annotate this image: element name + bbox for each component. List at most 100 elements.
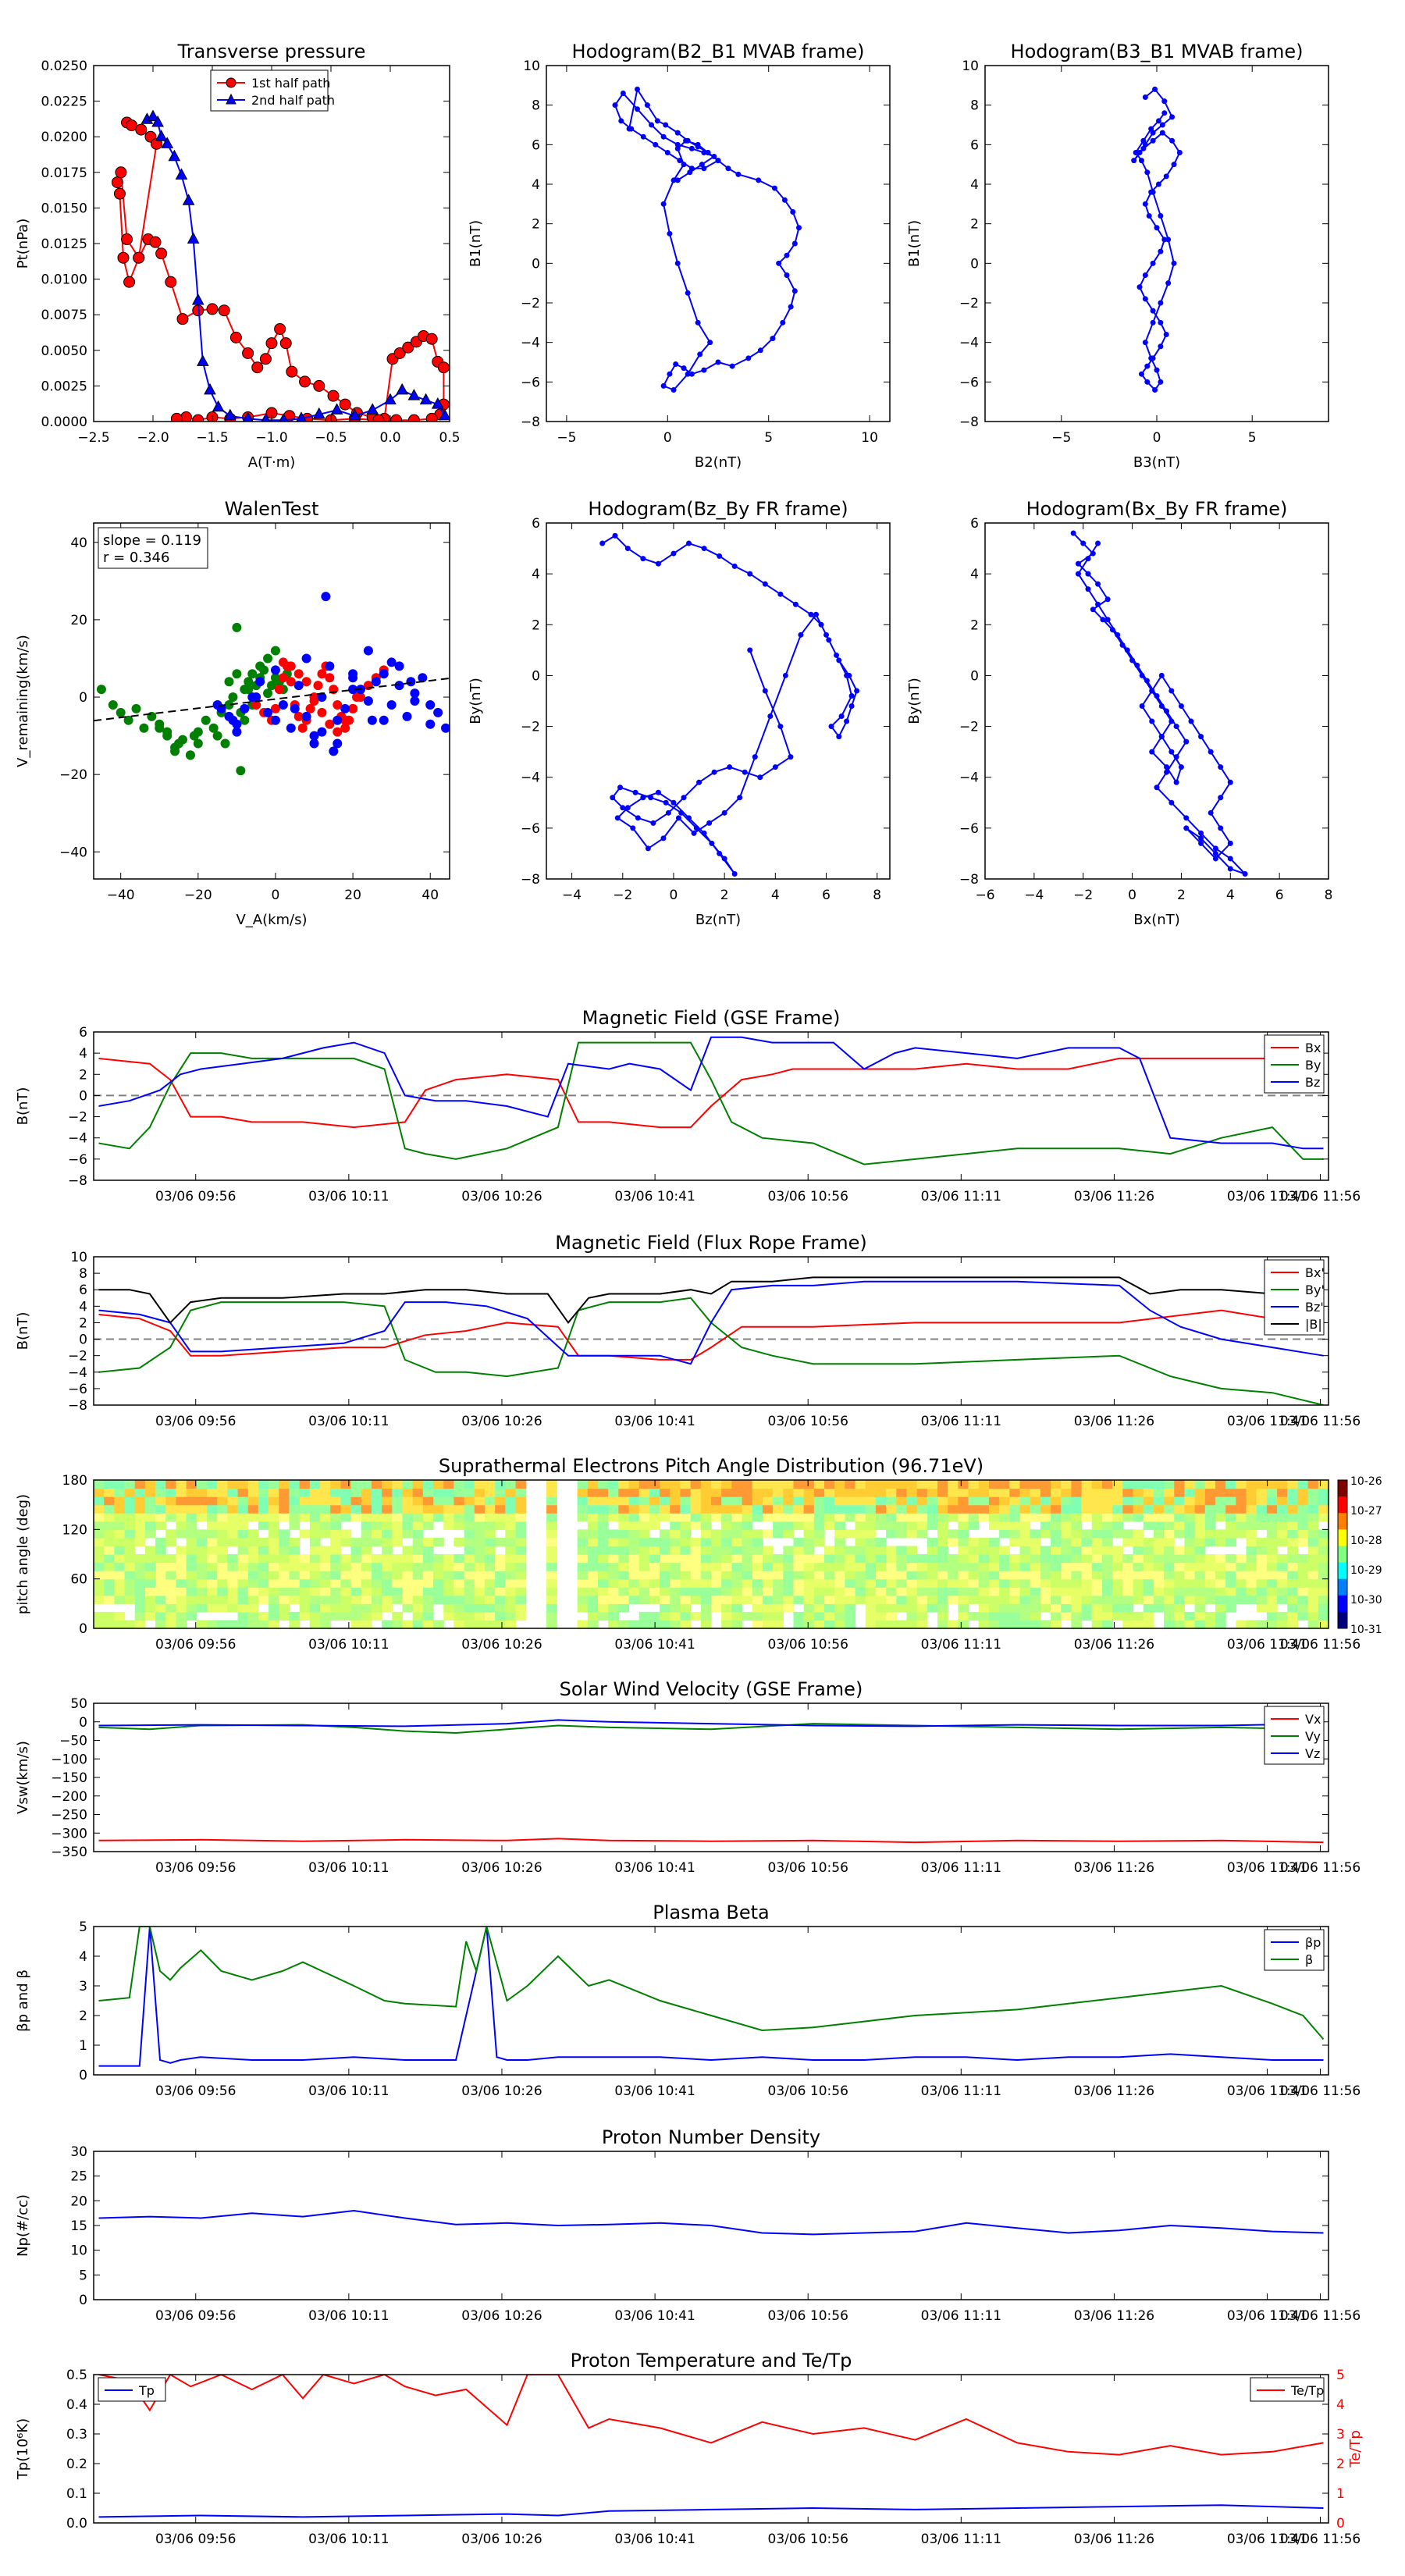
heatmap-cell [834, 1496, 845, 1506]
heatmap-cell [813, 1504, 825, 1514]
heatmap-cell [824, 1488, 835, 1497]
heatmap-cell [361, 1611, 372, 1621]
heatmap-cell [608, 1587, 619, 1596]
heatmap-cell [350, 1513, 362, 1522]
heatmap-cell [165, 1554, 177, 1564]
heatmap-cell [134, 1611, 146, 1621]
heatmap-cell [721, 1562, 732, 1571]
heatmap-cell [515, 1513, 527, 1522]
data-point [1159, 130, 1165, 136]
heatmap-cell [186, 1496, 197, 1506]
x-tick-label: 03/06 10:41 [614, 2083, 695, 2099]
heatmap-cell [700, 1611, 712, 1621]
heatmap-cell [690, 1488, 702, 1497]
heatmap-cell [484, 1603, 496, 1613]
data-point [168, 149, 181, 162]
heatmap-cell [340, 1513, 352, 1522]
heatmap-cell [104, 1571, 115, 1580]
y-tick-label: −2 [68, 1110, 87, 1126]
heatmap-cell [176, 1529, 187, 1539]
heatmap-cell [638, 1504, 650, 1514]
heatmap-cell [680, 1529, 692, 1539]
heatmap-cell [783, 1496, 795, 1506]
data-point [1168, 688, 1175, 694]
heatmap-cell [783, 1480, 795, 1489]
heatmap-cell [618, 1504, 630, 1514]
heatmap-cell [731, 1488, 743, 1497]
heatmap-cell [783, 1554, 795, 1564]
y-tick-label: 4 [970, 567, 979, 582]
scatter-point [228, 692, 238, 703]
heatmap-cell [1009, 1529, 1021, 1539]
data-point [1198, 835, 1204, 841]
heatmap-cell [247, 1620, 259, 1629]
heatmap-cell [1287, 1496, 1299, 1506]
heatmap-cell [1071, 1611, 1083, 1621]
heatmap-cell [361, 1595, 372, 1604]
heatmap-cell [1236, 1504, 1247, 1514]
heatmap-cell [382, 1521, 393, 1530]
heatmap-cell [330, 1546, 341, 1555]
heatmap-cell [680, 1504, 692, 1514]
heatmap-cell [680, 1620, 692, 1629]
heatmap-cell [165, 1496, 177, 1506]
y-tick-label: 0 [79, 1715, 87, 1731]
heatmap-cell [865, 1611, 877, 1621]
heatmap-cell [330, 1603, 341, 1613]
heatmap-cell [1287, 1571, 1299, 1580]
heatmap-cell [958, 1578, 969, 1588]
data-point [384, 393, 397, 405]
heatmap-cell [1030, 1595, 1041, 1604]
heatmap-cell [515, 1571, 527, 1580]
heatmap-cell [752, 1587, 763, 1596]
heatmap-cell [1164, 1488, 1175, 1497]
heatmap-cell [1277, 1578, 1288, 1588]
chart-title: Hodogram(Bx_By FR frame) [1026, 498, 1288, 520]
heatmap-cell [237, 1562, 249, 1571]
heatmap-cell [392, 1480, 404, 1489]
heatmap-cell [1112, 1521, 1123, 1530]
heatmap-cell [505, 1529, 517, 1539]
heatmap-cell [1009, 1578, 1021, 1588]
data-point [686, 540, 692, 546]
data-point [725, 165, 731, 172]
scatter-point [317, 727, 327, 737]
heatmap-cell [1297, 1571, 1309, 1580]
heatmap-cell [392, 1529, 404, 1539]
heatmap-cell [834, 1578, 845, 1588]
heatmap-cell [196, 1595, 208, 1604]
legend-entry: βp [1305, 1935, 1321, 1950]
heatmap-cell [1061, 1529, 1072, 1539]
heatmap-cell [1019, 1562, 1031, 1571]
heatmap-cell [968, 1587, 980, 1596]
heatmap-cell [350, 1504, 362, 1514]
heatmap-cell [258, 1521, 269, 1530]
heatmap-cell [1204, 1562, 1216, 1571]
data-point [1169, 137, 1176, 144]
heatmap-cell [320, 1571, 331, 1580]
heatmap-cell [546, 1496, 557, 1506]
heatmap-cell [1246, 1554, 1257, 1564]
heatmap-cell [1297, 1529, 1309, 1539]
heatmap-cell [680, 1537, 692, 1547]
heatmap-cell [988, 1504, 1000, 1514]
heatmap-cell [382, 1496, 393, 1506]
data-point [229, 331, 242, 343]
heatmap-cell [824, 1571, 835, 1580]
heatmap-cell [1277, 1562, 1288, 1571]
heatmap-cell [638, 1571, 650, 1580]
heatmap-cell [762, 1480, 774, 1489]
heatmap-cell [618, 1513, 630, 1522]
heatmap-cell [958, 1620, 969, 1629]
data-point [1109, 627, 1115, 633]
heatmap-cell [660, 1554, 670, 1564]
heatmap-cell [660, 1611, 670, 1621]
x-tick-label: 03/06 09:56 [155, 1860, 236, 1876]
heatmap-cell [515, 1587, 527, 1596]
heatmap-cell [1061, 1611, 1072, 1621]
heatmap-cell [937, 1554, 948, 1564]
y-tick-label: 2 [970, 217, 979, 233]
heatmap-cell [484, 1611, 496, 1621]
data-point [1090, 607, 1096, 613]
heatmap-cell [813, 1571, 825, 1580]
